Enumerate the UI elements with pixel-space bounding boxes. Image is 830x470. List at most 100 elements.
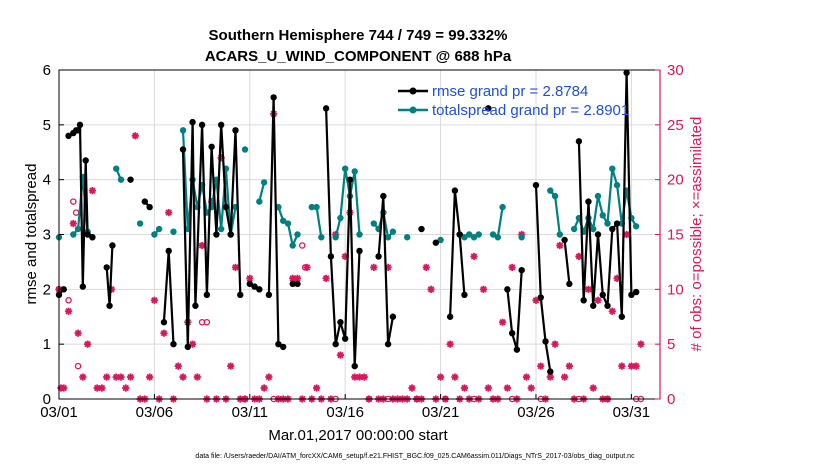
totalspread-point <box>279 217 287 224</box>
rmse-point <box>227 231 234 238</box>
rmse-point <box>609 225 616 233</box>
totalspread-point <box>590 225 597 233</box>
obs-assimilated-marker <box>64 307 73 315</box>
rmse-point <box>432 239 440 246</box>
rmse-point <box>375 253 382 260</box>
rmse-point <box>380 192 387 200</box>
footer-data-file: data file: /Users/raeder/DAI/ATM_forcXX/… <box>195 453 635 460</box>
obs-assimilated-marker <box>479 285 488 293</box>
totalspread-point <box>613 181 621 189</box>
rmse-point <box>346 176 354 183</box>
totalspread-point <box>356 231 363 238</box>
y-ticks: 0 1 2 3 4 5 6 <box>43 62 64 408</box>
obs-assimilated-marker <box>484 384 492 392</box>
rmse-point <box>74 127 82 134</box>
obs-assimilated-marker <box>470 252 478 261</box>
obs-possible-marker <box>65 297 72 304</box>
obs-possible-marker <box>203 318 211 326</box>
totalspread-point <box>466 231 473 238</box>
obs-assimilated-marker <box>618 362 626 370</box>
obs-assimilated-marker <box>584 285 593 293</box>
totalspread-point <box>341 165 349 172</box>
obs-assimilated-marker <box>422 263 430 271</box>
x-axis-label: Mar.01,2017 00:00:00 start <box>268 427 448 444</box>
totalspread-point <box>461 234 468 241</box>
x-tick-label: 03/26 <box>517 404 555 421</box>
rmse-point <box>599 291 606 299</box>
rmse-point <box>141 198 149 205</box>
legend-spread-label: totalspread grand pr = 2.8901 <box>432 102 629 119</box>
rmse-point <box>275 340 282 348</box>
rmse-point <box>294 280 301 288</box>
x-tick-label: 03/31 <box>613 404 651 421</box>
obs-assimilated-marker <box>589 384 597 392</box>
x-tick-label: 03/06 <box>136 404 174 421</box>
obs-possible-marker <box>299 242 306 249</box>
rmse-point <box>217 121 225 129</box>
rmse-point <box>222 203 230 211</box>
obs-assimilated-marker <box>408 384 416 392</box>
totalspread-point <box>70 231 77 238</box>
totalspread-point <box>74 225 82 233</box>
obs-assimilated-marker <box>79 373 87 381</box>
x-tick-label: 03/11 <box>232 404 268 421</box>
obs-assimilated-marker <box>150 296 158 304</box>
obs-assimilated-marker <box>131 132 139 140</box>
obs-assimilated-marker <box>160 329 168 337</box>
totalspread-point <box>632 223 640 230</box>
rmse-point <box>289 280 296 288</box>
rmse-point <box>265 291 273 299</box>
rmse-point <box>106 302 113 309</box>
obs-assimilated-marker <box>265 373 273 381</box>
rmse-point <box>590 302 597 309</box>
obs-assimilated-marker <box>179 373 187 381</box>
rmse-point <box>246 280 253 288</box>
obs-assimilated-marker <box>126 373 135 381</box>
obs-assimilated-marker <box>537 362 545 370</box>
totalspread-point <box>389 228 397 235</box>
obs-assimilated-marker <box>103 373 111 381</box>
legend: rmse grand pr = 2.8784 totalspread grand… <box>398 83 629 119</box>
totalspread-point <box>604 220 611 227</box>
obs-assimilated-marker <box>174 362 182 370</box>
obs-assimilated-marker <box>260 384 268 392</box>
totalspread-point <box>499 203 506 211</box>
totalspread-point <box>551 192 559 200</box>
rmse-point <box>513 346 521 353</box>
rmse-point <box>146 203 153 211</box>
rmse-point <box>594 231 602 238</box>
rmse-line <box>506 270 523 350</box>
rmse-point <box>256 286 263 293</box>
rmse-point <box>623 69 630 76</box>
y2-tick-label: 25 <box>667 117 684 134</box>
rmse-point <box>165 247 172 255</box>
rmse-point <box>461 291 468 299</box>
rmse-point <box>109 242 116 249</box>
totalspread-point <box>494 234 502 241</box>
obs-assimilated-marker <box>84 340 92 348</box>
obs-assimilated-marker <box>312 384 321 392</box>
totalspread-point <box>475 231 482 238</box>
rmse-point <box>198 121 206 129</box>
rmse-point <box>537 294 544 301</box>
y-tick-label: 3 <box>43 227 51 244</box>
totalspread-point <box>136 220 144 227</box>
obs-assimilated-marker <box>436 373 445 381</box>
obs-assimilated-marker <box>608 307 616 315</box>
legend-spread-marker <box>409 106 417 114</box>
rmse-point <box>547 368 554 375</box>
rmse-point <box>451 187 459 194</box>
totalspread-point <box>179 127 187 134</box>
obs-assimilated-marker <box>336 351 345 359</box>
rmse-point <box>341 335 349 342</box>
obs-assimilated-marker <box>360 373 368 381</box>
obs-assimilated-marker <box>355 373 364 381</box>
rmse-line <box>534 185 552 372</box>
obs-assimilated-marker <box>69 219 77 228</box>
rmse-point <box>575 138 583 145</box>
obs-assimilated-marker <box>122 384 130 392</box>
totalspread-point <box>117 176 125 183</box>
rmse-point <box>604 302 611 309</box>
rmse-point <box>332 340 339 348</box>
obs-assimilated-marker <box>522 373 531 381</box>
